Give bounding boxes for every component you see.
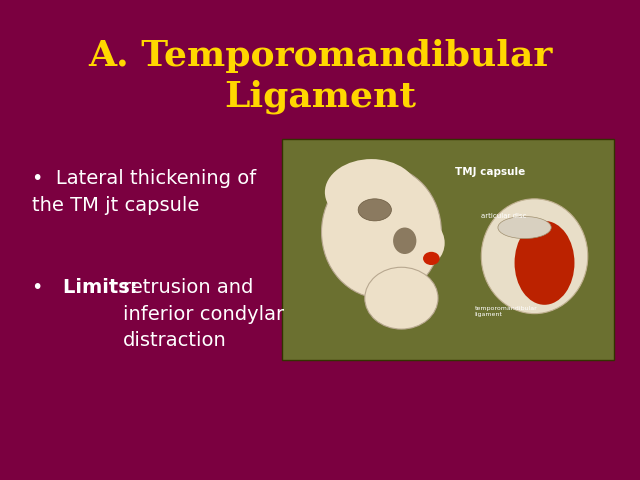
- Ellipse shape: [515, 221, 575, 305]
- Ellipse shape: [481, 199, 588, 313]
- Ellipse shape: [393, 228, 417, 254]
- FancyBboxPatch shape: [282, 139, 614, 360]
- Text: •  Lateral thickening of
the TM jt capsule: • Lateral thickening of the TM jt capsul…: [32, 169, 256, 215]
- Ellipse shape: [321, 166, 442, 298]
- Ellipse shape: [498, 216, 551, 239]
- Text: articular disc: articular disc: [481, 214, 527, 219]
- Ellipse shape: [398, 219, 445, 267]
- Text: retrusion and
inferior condylar
distraction: retrusion and inferior condylar distract…: [123, 278, 284, 350]
- Text: TMJ capsule: TMJ capsule: [454, 168, 525, 177]
- Text: •: •: [32, 278, 56, 298]
- Ellipse shape: [325, 159, 418, 225]
- Text: temporomandibular
ligament: temporomandibular ligament: [475, 306, 538, 317]
- Ellipse shape: [423, 252, 440, 265]
- Text: Limits:: Limits:: [63, 278, 144, 298]
- Ellipse shape: [358, 199, 392, 221]
- Ellipse shape: [365, 267, 438, 329]
- Text: A. Temporomandibular
Ligament: A. Temporomandibular Ligament: [88, 39, 552, 114]
